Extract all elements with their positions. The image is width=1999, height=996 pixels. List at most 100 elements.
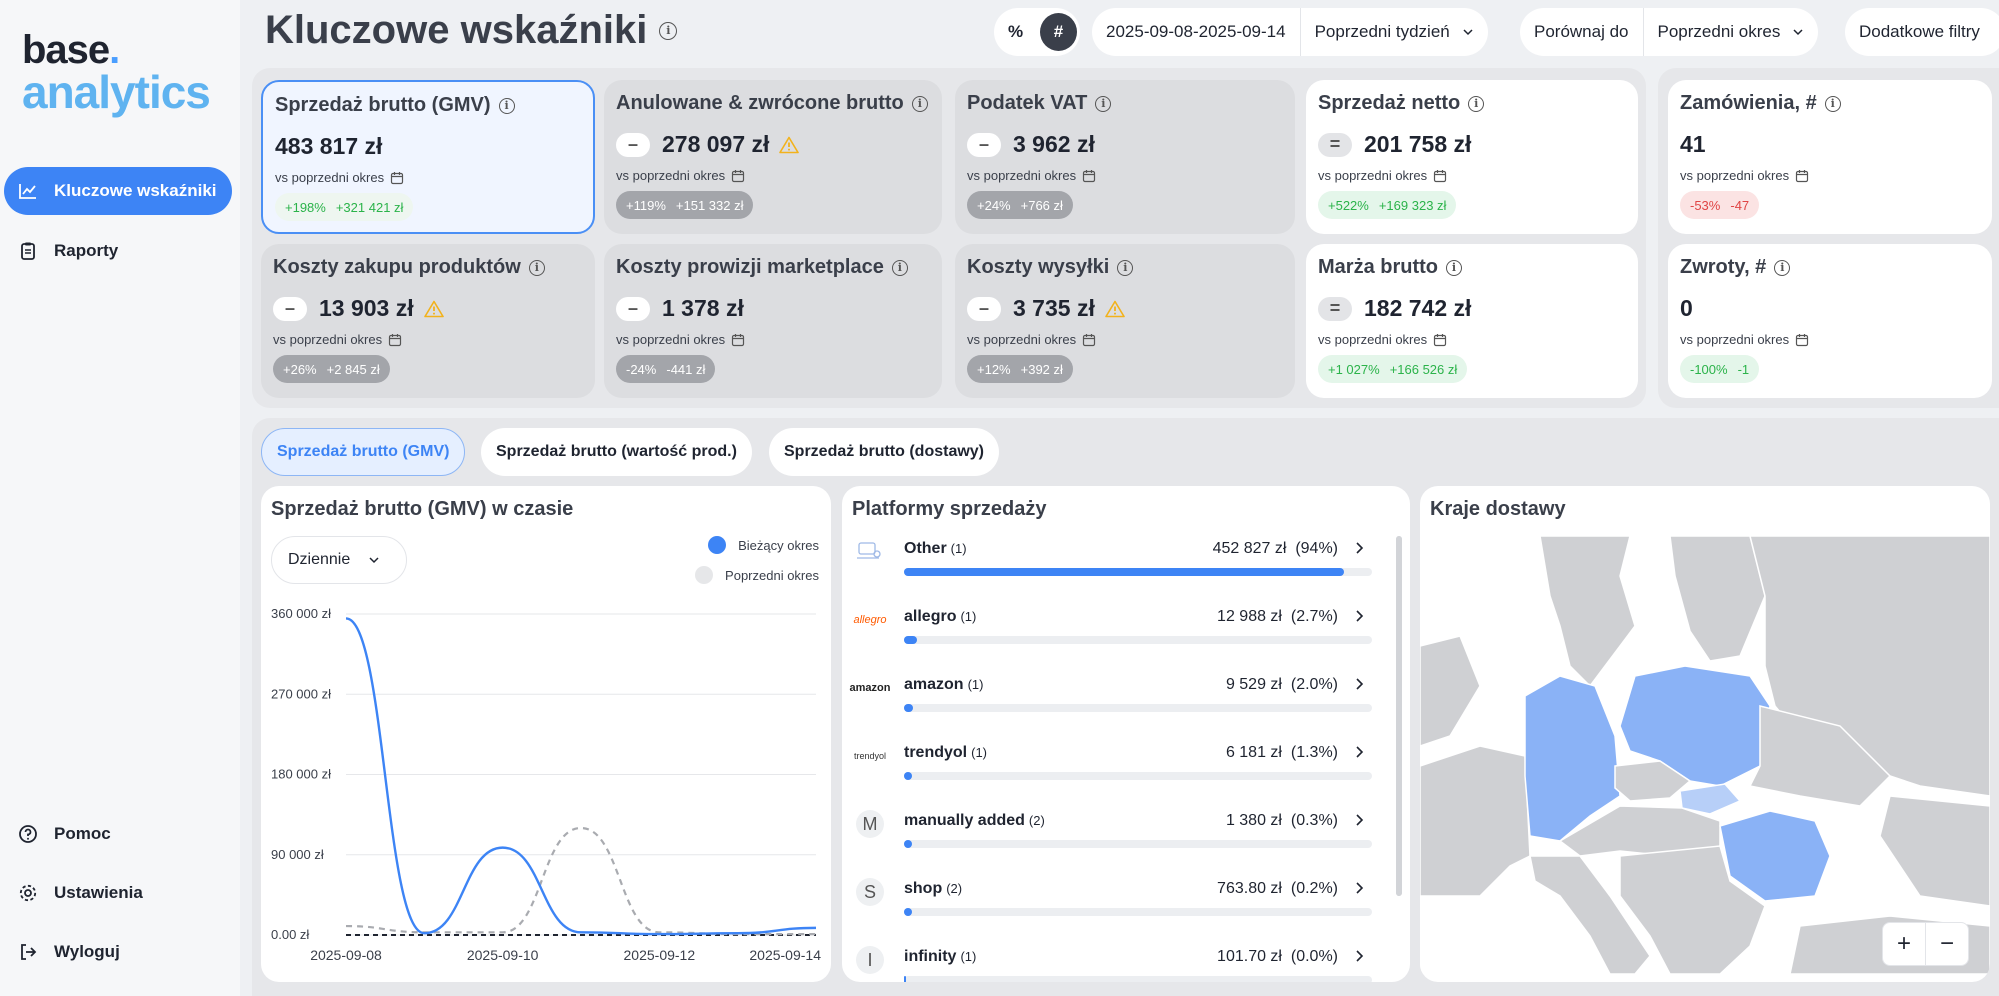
tab-gmv-shipping[interactable]: Sprzedaż brutto (dostawy) [769, 428, 1000, 476]
kpi-card[interactable]: Podatek VAT i –3 962 zł vs poprzedni okre… [955, 80, 1295, 234]
info-icon[interactable]: i [1117, 259, 1134, 276]
legend-previous[interactable]: Poprzedni okres [695, 566, 819, 584]
platform-row[interactable]: trendyol trendyol (1) 6 181 zł (1.3%) [852, 736, 1372, 804]
period-select-value: Poprzedni tydzień [1314, 22, 1450, 41]
legend-current[interactable]: Bieżący okres [708, 536, 819, 554]
calendar-icon[interactable] [1795, 333, 1809, 347]
platform-share-bar-fill [904, 840, 912, 848]
info-icon[interactable]: i [1095, 95, 1112, 112]
calendar-icon[interactable] [1795, 169, 1809, 183]
calendar-icon[interactable] [1082, 333, 1096, 347]
platform-row[interactable]: allegro allegro (1) 12 988 zł (2.7%) [852, 600, 1372, 668]
percent-toggle-button[interactable]: % [1007, 22, 1024, 41]
granularity-select[interactable]: Dziennie [271, 536, 407, 584]
series-line-current[interactable] [345, 617, 817, 936]
kpi-operator-badge: = [1318, 132, 1352, 157]
warning-icon[interactable] [423, 300, 444, 318]
platform-row[interactable]: M manually added (2) 1 380 zł (0.3%) [852, 804, 1372, 872]
chevron-right-icon[interactable] [1352, 540, 1366, 556]
map-zoom-out-button[interactable]: − [1925, 922, 1969, 966]
kpi-change-badge: +1 027% +166 526 zł [1318, 355, 1468, 383]
info-icon[interactable]: i [498, 97, 515, 114]
platform-value: 9 529 zł (2.0%) [1226, 676, 1338, 694]
calendar-icon[interactable] [390, 171, 404, 185]
kpi-card[interactable]: Zwroty, # i 0 vs poprzedni okres -100% -1 [1668, 244, 1992, 398]
compare-select[interactable]: Poprzedni okres [1642, 8, 1819, 56]
chevron-right-icon[interactable] [1352, 608, 1366, 624]
sidebar-item-ustawienia[interactable]: Ustawienia [4, 869, 232, 917]
info-icon[interactable]: i [1774, 259, 1791, 276]
info-icon[interactable]: i [1446, 259, 1462, 276]
kpi-value: –3 962 zł [967, 131, 1283, 158]
platform-row[interactable]: S shop (2) 763.80 zł (0.2%) [852, 872, 1372, 940]
compare-label: Porównaj do [1534, 22, 1629, 41]
kpi-value-text: 483 817 zł [275, 133, 383, 159]
calendar-icon[interactable] [731, 169, 745, 183]
kpi-card[interactable]: Koszty wysyłki i –3 735 zł vs poprzedni o… [955, 244, 1295, 398]
kpi-title: Koszty wysyłki i [967, 256, 1283, 279]
calendar-icon[interactable] [731, 333, 745, 347]
info-icon[interactable]: i [528, 259, 545, 276]
chevron-right-icon[interactable] [1352, 676, 1366, 692]
chevron-right-icon[interactable] [1352, 744, 1366, 760]
calendar-icon[interactable] [388, 333, 402, 347]
platform-name: manually added (2) [904, 812, 1045, 830]
scrollbar-thumb[interactable] [1396, 536, 1402, 896]
platform-share-bar [904, 704, 1372, 712]
calendar-icon[interactable] [1433, 333, 1447, 347]
platform-row[interactable]: I infinity (1) 101.70 zł (0.0%) [852, 940, 1372, 982]
chevron-right-icon[interactable] [1352, 812, 1366, 828]
period-select[interactable]: Poprzedni tydzień [1299, 8, 1488, 56]
logout-icon [21, 944, 37, 960]
sidebar-item-raporty[interactable]: Raporty [4, 227, 232, 275]
warning-icon[interactable] [779, 136, 800, 154]
tab-gmv[interactable]: Sprzedaż brutto (GMV) [261, 428, 466, 476]
kpi-value: –1 378 zł [616, 295, 930, 322]
info-icon[interactable]: i [659, 21, 678, 40]
sidebar-item-pomoc[interactable]: Pomoc [4, 810, 232, 858]
kpi-change-percent: -53% [1690, 197, 1721, 213]
kpi-card[interactable]: Marża brutto i = 182 742 zł vs poprzedni o… [1306, 244, 1638, 398]
platform-amount: 1 380 zł [1225, 812, 1282, 829]
more-filters-button[interactable]: Dodatkowe filtry [1845, 8, 1999, 56]
platform-row[interactable]: Other (1) 452 827 zł (94%) [852, 532, 1372, 600]
kpi-card[interactable]: Koszty zakupu produktów i –13 903 zł vs p… [261, 244, 595, 398]
europe-map[interactable] [1420, 536, 1990, 974]
tab-gmv-product-value[interactable]: Sprzedaż brutto (wartość prod.) [481, 428, 752, 476]
platforms-scrollbar[interactable] [1396, 536, 1402, 896]
info-icon[interactable]: i [911, 95, 928, 112]
kpi-card[interactable]: Zamówienia, # i 41 vs poprzedni okres -53… [1668, 80, 1992, 234]
calendar-icon[interactable] [1082, 169, 1096, 183]
platform-share-bar [904, 772, 1372, 780]
kpi-card[interactable]: Sprzedaż brutto (GMV) i 483 817 zł vs pop… [261, 80, 595, 234]
date-range-field[interactable]: 2025-09-08-2025-09-14 [1106, 22, 1286, 41]
kpi-card[interactable]: Koszty prowizji marketplace i –1 378 zł v… [604, 244, 942, 398]
sidebar-item-label: Raporty [54, 241, 119, 260]
calendar-icon[interactable] [1433, 169, 1447, 183]
info-icon[interactable]: i [1824, 95, 1841, 112]
map-region-finland-baltics [1669, 536, 1766, 662]
platform-amount: 763.80 zł [1217, 880, 1282, 897]
chevron-right-icon[interactable] [1352, 880, 1366, 896]
platform-amount: 101.70 zł [1217, 948, 1282, 965]
absolute-toggle-button[interactable]: # [1040, 13, 1077, 51]
platform-row[interactable]: amazon amazon (1) 9 529 zł (2.0%) [850, 668, 1372, 736]
kpi-card[interactable]: Sprzedaż netto i = 201 758 zł vs poprzedni… [1306, 80, 1638, 234]
warning-icon[interactable] [1105, 300, 1125, 318]
kpi-card[interactable]: Anulowane & zwrócone brutto i –278 097 zł… [604, 80, 942, 234]
kpi-title: Marża brutto i [1318, 256, 1626, 279]
kpi-value-text: 201 758 zł [1364, 131, 1472, 157]
platform-name-text: trendyol [904, 744, 968, 761]
sidebar-item-kluczowe-wskazniki[interactable]: Kluczowe wskaźniki [4, 167, 232, 215]
kpi-change-badge: -100% -1 [1680, 355, 1760, 383]
info-icon[interactable]: i [891, 259, 908, 276]
kpi-comparison-label: vs poprzedni okres [1680, 168, 1980, 183]
gear-icon [19, 884, 37, 902]
info-icon[interactable]: i [1468, 95, 1485, 112]
map-zoom-in-button[interactable]: + [1882, 922, 1926, 966]
kpi-value: = 201 758 zł [1318, 131, 1626, 158]
kpi-value-text: 13 903 zł [319, 295, 414, 321]
series-line-previous[interactable] [345, 826, 816, 936]
chevron-right-icon[interactable] [1352, 948, 1366, 964]
sidebar-item-wyloguj[interactable]: Wyloguj [4, 928, 232, 976]
